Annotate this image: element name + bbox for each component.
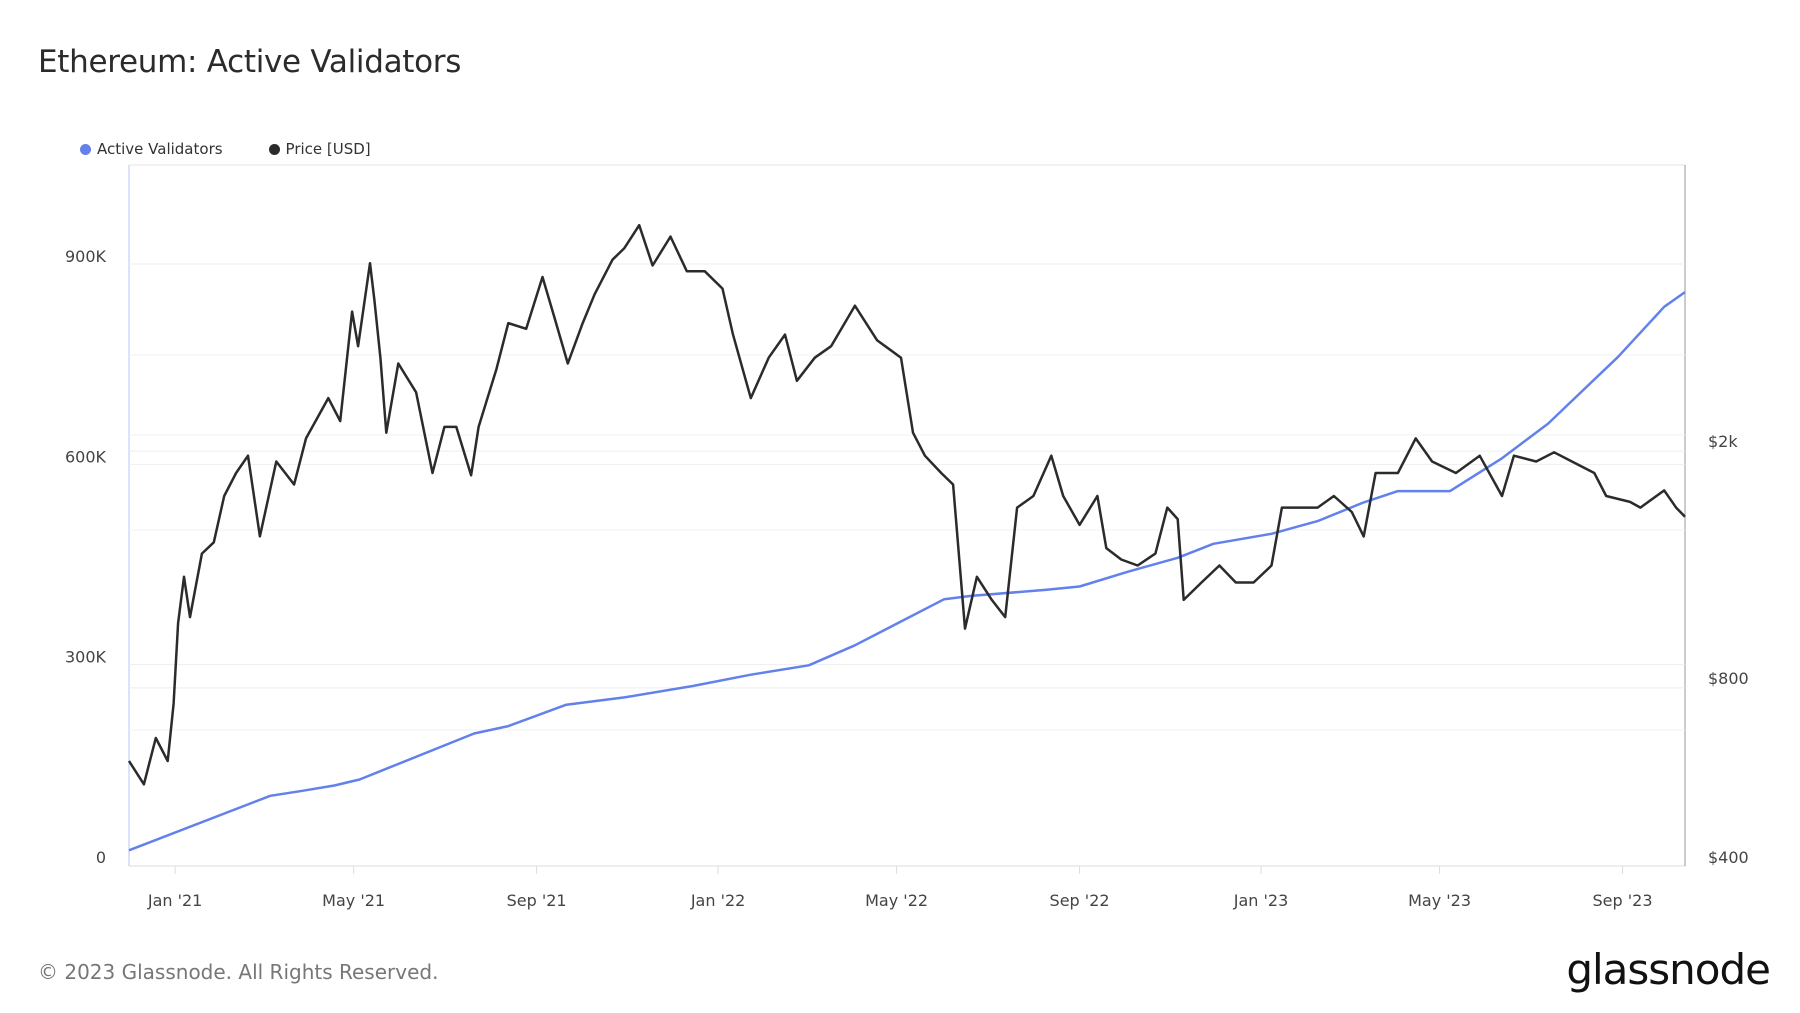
series-active-validators xyxy=(128,291,1686,852)
y-right-tick-label: $400 xyxy=(1708,848,1749,867)
glassnode-logo: glassnode xyxy=(1566,945,1771,994)
legend-dot-price xyxy=(268,143,280,155)
series-price xyxy=(127,223,1686,786)
legend-item-active-validators[interactable]: Active Validators xyxy=(80,140,223,158)
x-tick-label: Jan '21 xyxy=(147,891,203,910)
y-left-tick-label: 300K xyxy=(65,648,107,667)
chart-title: Ethereum: Active Validators xyxy=(38,44,462,80)
x-tick-label: Sep '22 xyxy=(1050,891,1110,910)
y-left-tick-label: 0 xyxy=(96,848,106,867)
x-tick-label: May '21 xyxy=(322,891,385,910)
copyright-footer: © 2023 Glassnode. All Rights Reserved. xyxy=(38,960,439,984)
legend-dot-active-validators xyxy=(80,143,91,155)
x-tick-label: May '22 xyxy=(865,891,928,910)
x-tick-label: Sep '21 xyxy=(507,891,567,910)
y-right-tick-label: $2k xyxy=(1708,432,1738,451)
legend-label: Active Validators xyxy=(97,140,223,158)
y-right-tick-label: $800 xyxy=(1708,669,1749,688)
y-left-tick-label: 900K xyxy=(65,247,107,266)
series-line xyxy=(127,223,1686,786)
x-tick-label: Sep '23 xyxy=(1593,891,1653,910)
legend-item-price[interactable]: Price [USD] xyxy=(268,140,371,158)
legend-label: Price [USD] xyxy=(285,140,371,158)
x-tick-label: Jan '22 xyxy=(690,891,746,910)
x-tick-label: Jan '23 xyxy=(1233,891,1289,910)
x-tick-label: May '23 xyxy=(1408,891,1471,910)
series-line xyxy=(128,291,1686,852)
y-left-tick-label: 600K xyxy=(65,447,107,466)
legend: Active Validators Price [USD] xyxy=(80,140,371,158)
